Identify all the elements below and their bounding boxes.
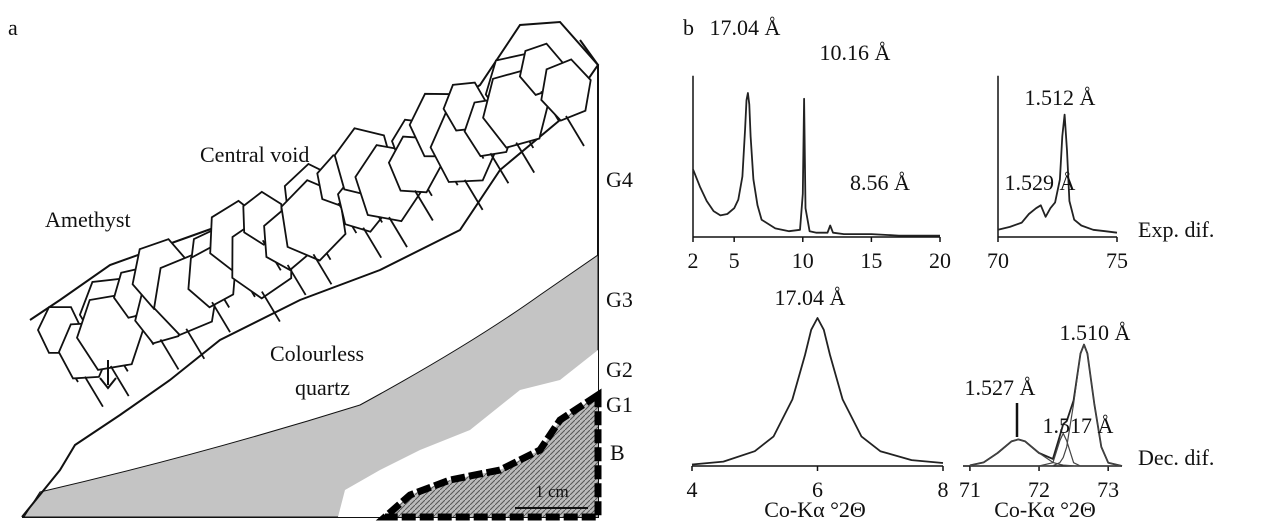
- crystal-stem: [515, 142, 535, 174]
- peak-label: 1.529 Å: [1005, 170, 1076, 195]
- crystal-stem: [362, 227, 383, 259]
- diagram-label: Colourless: [270, 341, 364, 366]
- panel-a: a Central void Amethyst Colourless quart…: [8, 15, 633, 521]
- panel-label: a: [8, 15, 18, 40]
- crystal-stem: [565, 115, 585, 147]
- x-tick-label: 75: [1106, 248, 1128, 273]
- curve: [997, 113, 1118, 234]
- zone-label: G1: [606, 392, 633, 417]
- peak-label: 8.56 Å: [850, 170, 910, 195]
- crystal-stem: [489, 152, 510, 184]
- crystal-stem: [84, 376, 104, 408]
- crystal-stem: [414, 190, 434, 221]
- peak-label: 10.16 Å: [820, 40, 891, 65]
- peak-label: 17.04 Å: [710, 15, 781, 40]
- crystals: [37, 42, 592, 408]
- x-tick-label: 70: [987, 248, 1009, 273]
- x-tick-label: 72: [1028, 477, 1050, 502]
- panel-label: b: [683, 15, 694, 40]
- diagram-label: Central void: [200, 142, 309, 167]
- x-tick-label: 10: [792, 248, 814, 273]
- x-tick-label: 6: [812, 477, 823, 502]
- peak-label: 1.510 Å: [1060, 320, 1131, 345]
- x-tick-label: 73: [1097, 477, 1119, 502]
- zone-label: G4: [606, 167, 633, 192]
- peak-label: 1.527 Å: [965, 375, 1036, 400]
- curve: [692, 92, 940, 237]
- pattern-label: Exp. dif.: [1138, 217, 1214, 242]
- crystal-stem: [286, 264, 307, 296]
- curve: [969, 432, 1122, 467]
- zone-label: G2: [606, 357, 633, 382]
- x-tick-label: 5: [729, 248, 740, 273]
- curve: [969, 438, 1122, 467]
- peak-label: 1.512 Å: [1025, 85, 1096, 110]
- crystal-stem: [185, 328, 206, 360]
- x-axis-label: Co-Kα °2Θ: [994, 497, 1096, 522]
- x-tick-label: 8: [938, 477, 949, 502]
- g1-zone: [375, 388, 602, 521]
- x-axis-label: Co-Kα °2Θ: [764, 497, 866, 522]
- peak-label: 1.517 Å: [1043, 413, 1114, 438]
- x-tick-label: 4: [687, 477, 698, 502]
- x-tick-label: 15: [860, 248, 882, 273]
- diagram-label: Amethyst: [45, 207, 131, 232]
- crystal-stem: [312, 253, 333, 285]
- zone-label: G3: [606, 287, 633, 312]
- diagram-label: quartz: [295, 375, 350, 400]
- crystal-stem: [159, 338, 180, 370]
- x-tick-label: 20: [929, 248, 951, 273]
- crystal-stem: [388, 216, 408, 248]
- curve: [969, 343, 1123, 467]
- charts: 2 5 10 15 20 17.04 Å 10.16 Å 8.56 Å 70 75 1.512 Å 1…: [687, 15, 1215, 522]
- x-tick-label: 2: [688, 248, 699, 273]
- pattern-label: Dec. dif.: [1138, 445, 1214, 470]
- scale-label: 1 cm: [535, 482, 569, 501]
- crystal: [540, 58, 592, 122]
- x-tick-label: 71: [959, 477, 981, 502]
- crystal-stem: [463, 179, 484, 211]
- curve: [969, 344, 1123, 467]
- crystal-stem: [211, 301, 231, 333]
- amethyst-arrow: [99, 360, 117, 390]
- curve: [691, 317, 944, 466]
- peak-label: 17.04 Å: [775, 285, 846, 310]
- crystal-stem: [109, 365, 130, 397]
- crystal-stem: [261, 291, 281, 323]
- zone-label: B: [610, 440, 625, 465]
